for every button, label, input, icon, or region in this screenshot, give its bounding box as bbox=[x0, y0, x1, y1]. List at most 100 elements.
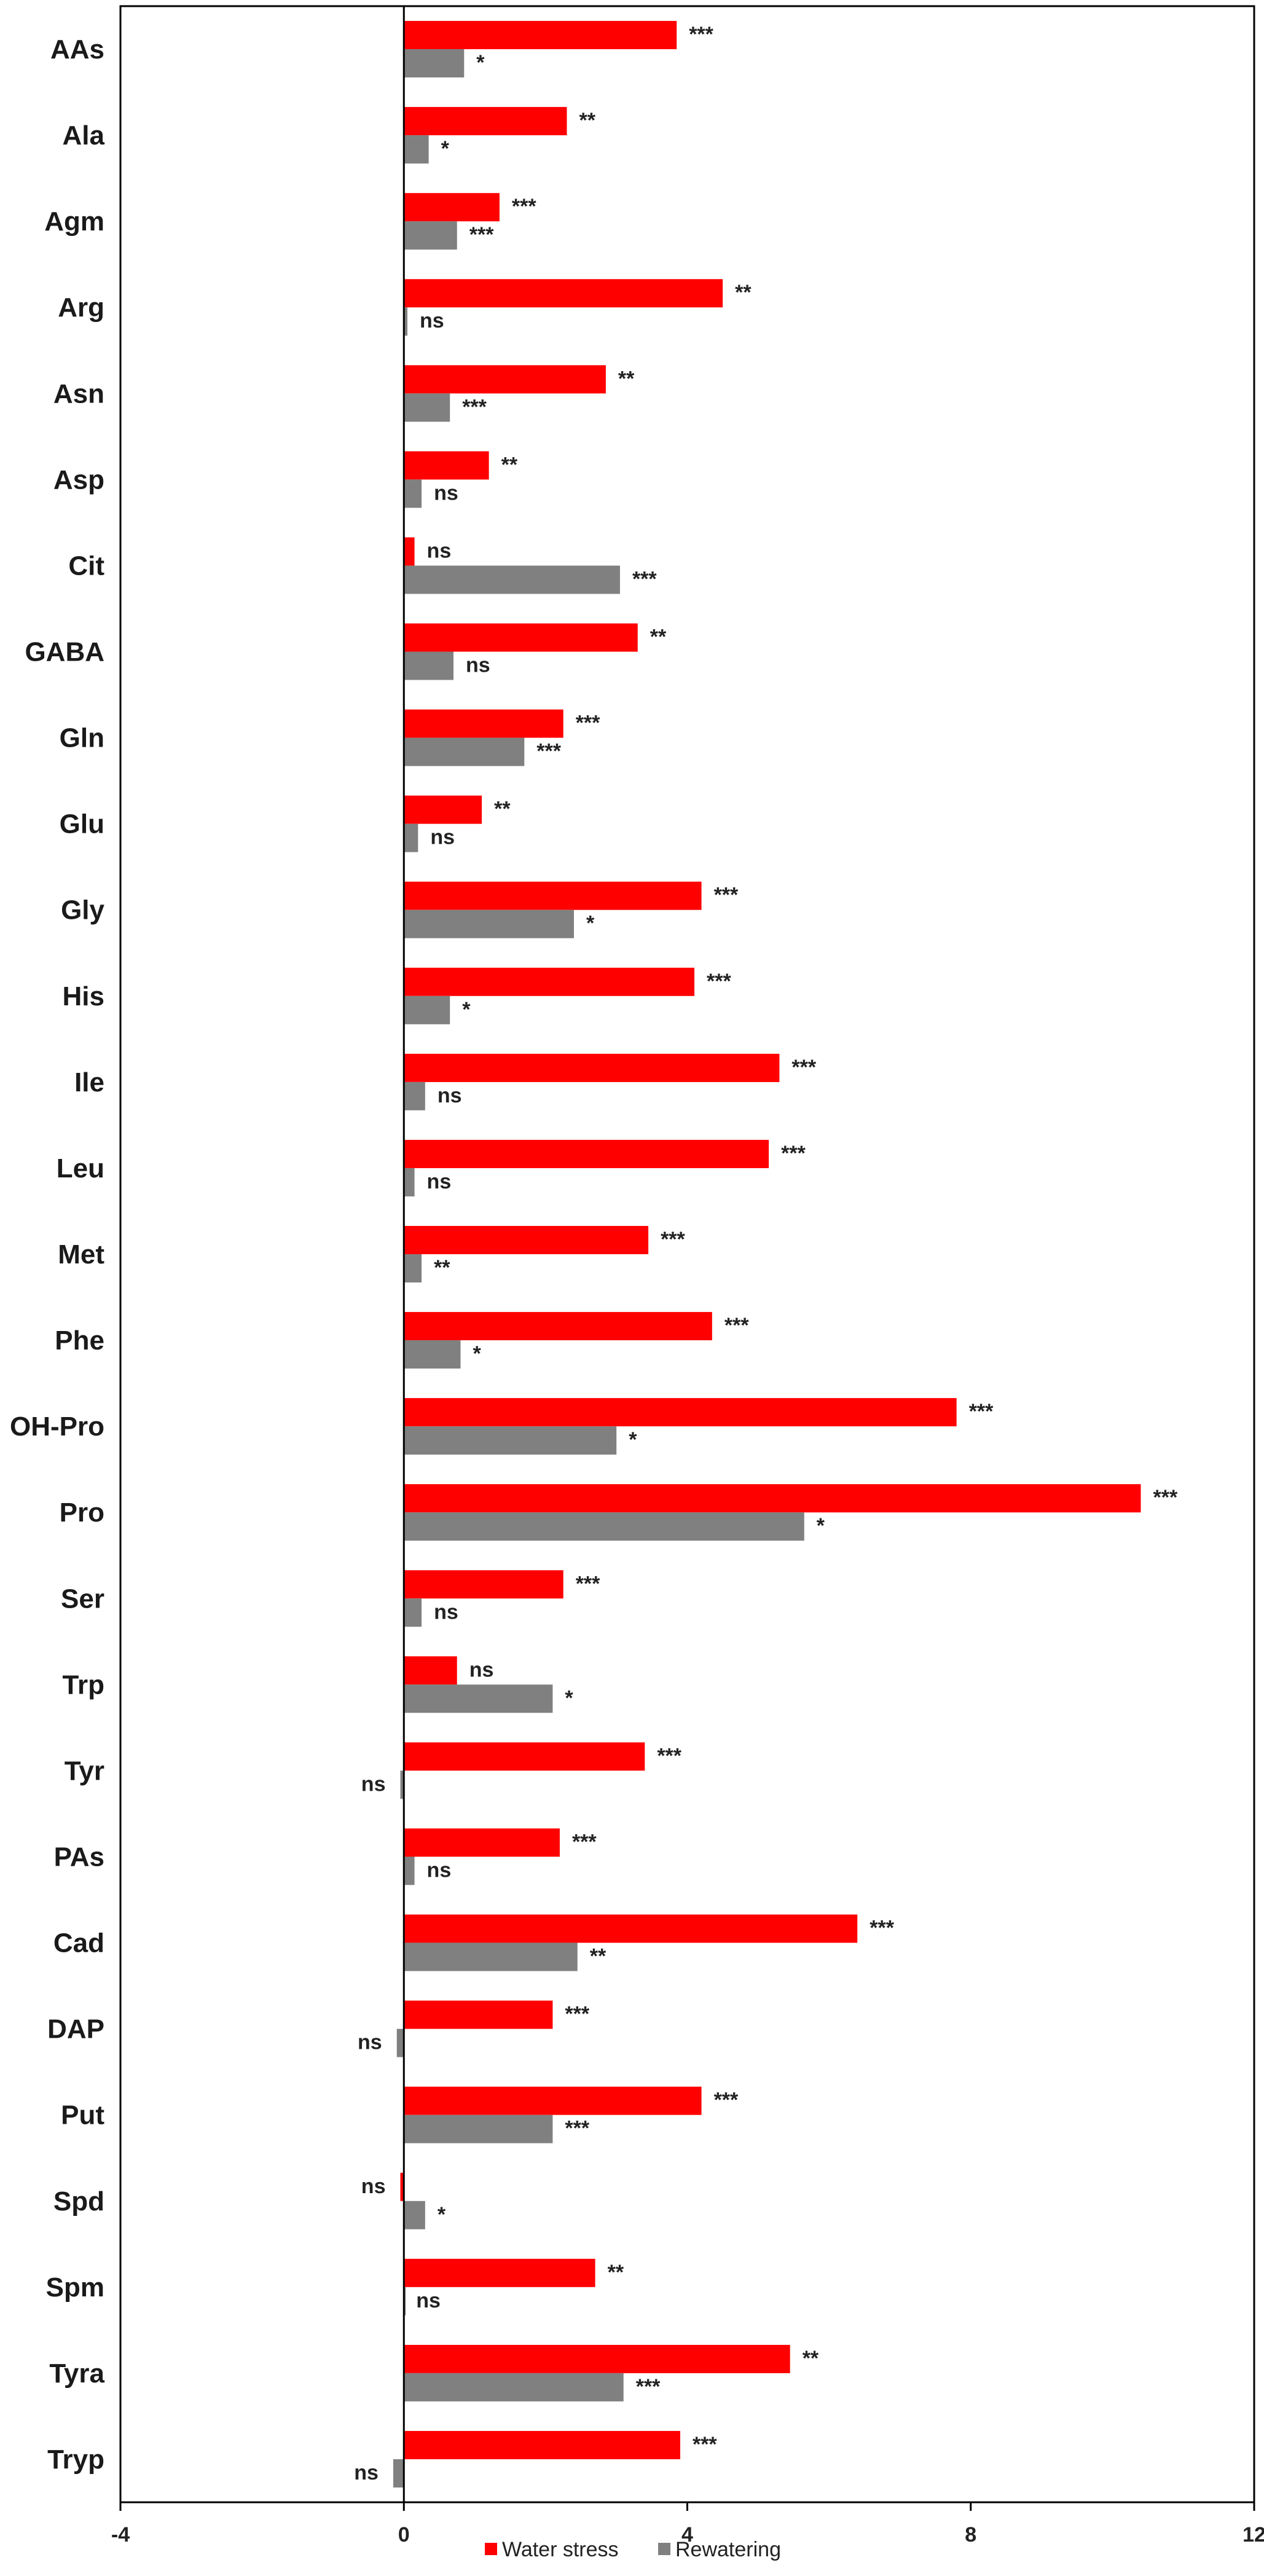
significance-label: *** bbox=[636, 2375, 661, 2398]
significance-label: ns bbox=[354, 2461, 379, 2484]
bar-water-stress bbox=[404, 279, 723, 308]
bar-water-stress bbox=[404, 1656, 457, 1685]
category-label: Gly bbox=[61, 895, 104, 925]
significance-label: ns bbox=[430, 826, 455, 849]
significance-label: ** bbox=[618, 367, 635, 390]
category-label: Phe bbox=[55, 1325, 104, 1356]
significance-label: *** bbox=[693, 2433, 717, 2456]
bar-water-stress bbox=[404, 2344, 790, 2373]
significance-label: * bbox=[817, 1514, 825, 1537]
significance-label: ** bbox=[608, 2261, 624, 2284]
bar-water-stress bbox=[404, 1742, 645, 1771]
category-label: Spm bbox=[46, 2272, 104, 2303]
significance-label: *** bbox=[576, 1572, 600, 1595]
bar-rewatering bbox=[404, 1168, 415, 1196]
significance-label: *** bbox=[724, 1314, 749, 1337]
category-label: AAs bbox=[50, 34, 104, 65]
bar-water-stress bbox=[400, 2172, 404, 2201]
bar-rewatering bbox=[396, 2028, 404, 2057]
bar-rewatering bbox=[404, 1512, 804, 1541]
bar-rewatering bbox=[393, 2459, 404, 2488]
category-label: Agm bbox=[44, 206, 104, 237]
bar-water-stress bbox=[404, 2086, 702, 2115]
significance-label: * bbox=[441, 137, 450, 160]
bar-water-stress bbox=[404, 451, 489, 480]
significance-label: ns bbox=[434, 481, 458, 505]
significance-labels: ***************ns*******nsns*****ns*****… bbox=[354, 23, 1178, 2484]
significance-label: *** bbox=[661, 1228, 685, 1251]
bar-rewatering bbox=[404, 479, 422, 508]
bar-water-stress bbox=[404, 1226, 649, 1254]
bar-rewatering bbox=[404, 737, 525, 766]
bar-water-stress bbox=[404, 1398, 957, 1427]
bar-water-stress bbox=[404, 623, 638, 652]
bar-water-stress bbox=[404, 21, 677, 50]
bar-rewatering bbox=[404, 1426, 617, 1455]
significance-label: *** bbox=[565, 2117, 589, 2140]
bar-rewatering bbox=[404, 307, 408, 336]
significance-label: ns bbox=[358, 2031, 382, 2054]
significance-label: ** bbox=[650, 626, 667, 649]
significance-label: *** bbox=[1153, 1486, 1178, 1509]
significance-label: *** bbox=[632, 567, 657, 591]
significance-label: *** bbox=[462, 395, 487, 418]
bar-rewatering bbox=[404, 1942, 578, 1971]
significance-label: ns bbox=[438, 1084, 462, 1107]
significance-label: ns bbox=[434, 1600, 458, 1624]
category-label: Tryp bbox=[47, 2444, 104, 2475]
significance-label: * bbox=[629, 1428, 637, 1451]
bar-water-stress bbox=[404, 2430, 680, 2459]
category-label: Met bbox=[58, 1239, 104, 1270]
significance-label: *** bbox=[657, 1744, 681, 1767]
bar-water-stress bbox=[404, 2000, 553, 2029]
bar-water-stress bbox=[404, 365, 606, 394]
bar-water-stress bbox=[404, 537, 415, 566]
significance-label: ns bbox=[361, 2175, 386, 2198]
category-label: OH-Pro bbox=[10, 1412, 104, 1442]
bar-rewatering bbox=[404, 823, 418, 852]
bar-rewatering bbox=[404, 995, 450, 1024]
significance-label: * bbox=[476, 51, 485, 74]
significance-label: *** bbox=[714, 884, 739, 907]
significance-label: ** bbox=[590, 1945, 606, 1968]
significance-label: *** bbox=[791, 1056, 816, 1079]
bar-water-stress bbox=[404, 1828, 560, 1857]
x-tick-label: 12 bbox=[1242, 2523, 1264, 2547]
significance-label: ns bbox=[416, 2289, 441, 2312]
significance-label: *** bbox=[576, 712, 600, 735]
category-label: Tyra bbox=[49, 2358, 104, 2389]
category-label: PAs bbox=[54, 1842, 104, 1872]
significance-label: * bbox=[565, 1686, 573, 1710]
significance-label: *** bbox=[869, 1917, 894, 1940]
bar-rewatering bbox=[404, 135, 429, 164]
significance-label: *** bbox=[969, 1400, 994, 1423]
legend-label: Rewatering bbox=[675, 2538, 781, 2561]
bar-rewatering bbox=[404, 651, 453, 680]
significance-label: *** bbox=[536, 740, 561, 763]
significance-label: ns bbox=[427, 539, 452, 562]
legend-swatch bbox=[485, 2543, 497, 2555]
bar-rewatering bbox=[404, 1340, 461, 1369]
bar-water-stress bbox=[404, 967, 695, 996]
significance-label: ns bbox=[469, 1658, 494, 1681]
category-label: Gln bbox=[60, 723, 104, 753]
bar-rewatering bbox=[404, 2115, 553, 2143]
category-label: Put bbox=[61, 2100, 104, 2130]
bar-water-stress bbox=[404, 1053, 780, 1082]
category-label: Spd bbox=[53, 2186, 104, 2217]
category-label: Ala bbox=[63, 120, 105, 151]
category-label: Ile bbox=[74, 1067, 104, 1098]
significance-label: ** bbox=[501, 453, 518, 476]
bar-water-stress bbox=[404, 193, 500, 222]
legend: Water stress Rewatering bbox=[485, 2538, 781, 2561]
category-label: Glu bbox=[60, 809, 104, 839]
category-label: Ser bbox=[61, 1584, 104, 1614]
bar-rewatering bbox=[404, 49, 465, 78]
significance-label: *** bbox=[714, 2089, 739, 2112]
bar-rewatering bbox=[404, 221, 457, 250]
bars bbox=[393, 21, 1141, 2488]
x-tick-label: 4 bbox=[681, 2523, 693, 2547]
bar-rewatering bbox=[404, 1598, 422, 1627]
bar-water-stress bbox=[404, 795, 482, 824]
